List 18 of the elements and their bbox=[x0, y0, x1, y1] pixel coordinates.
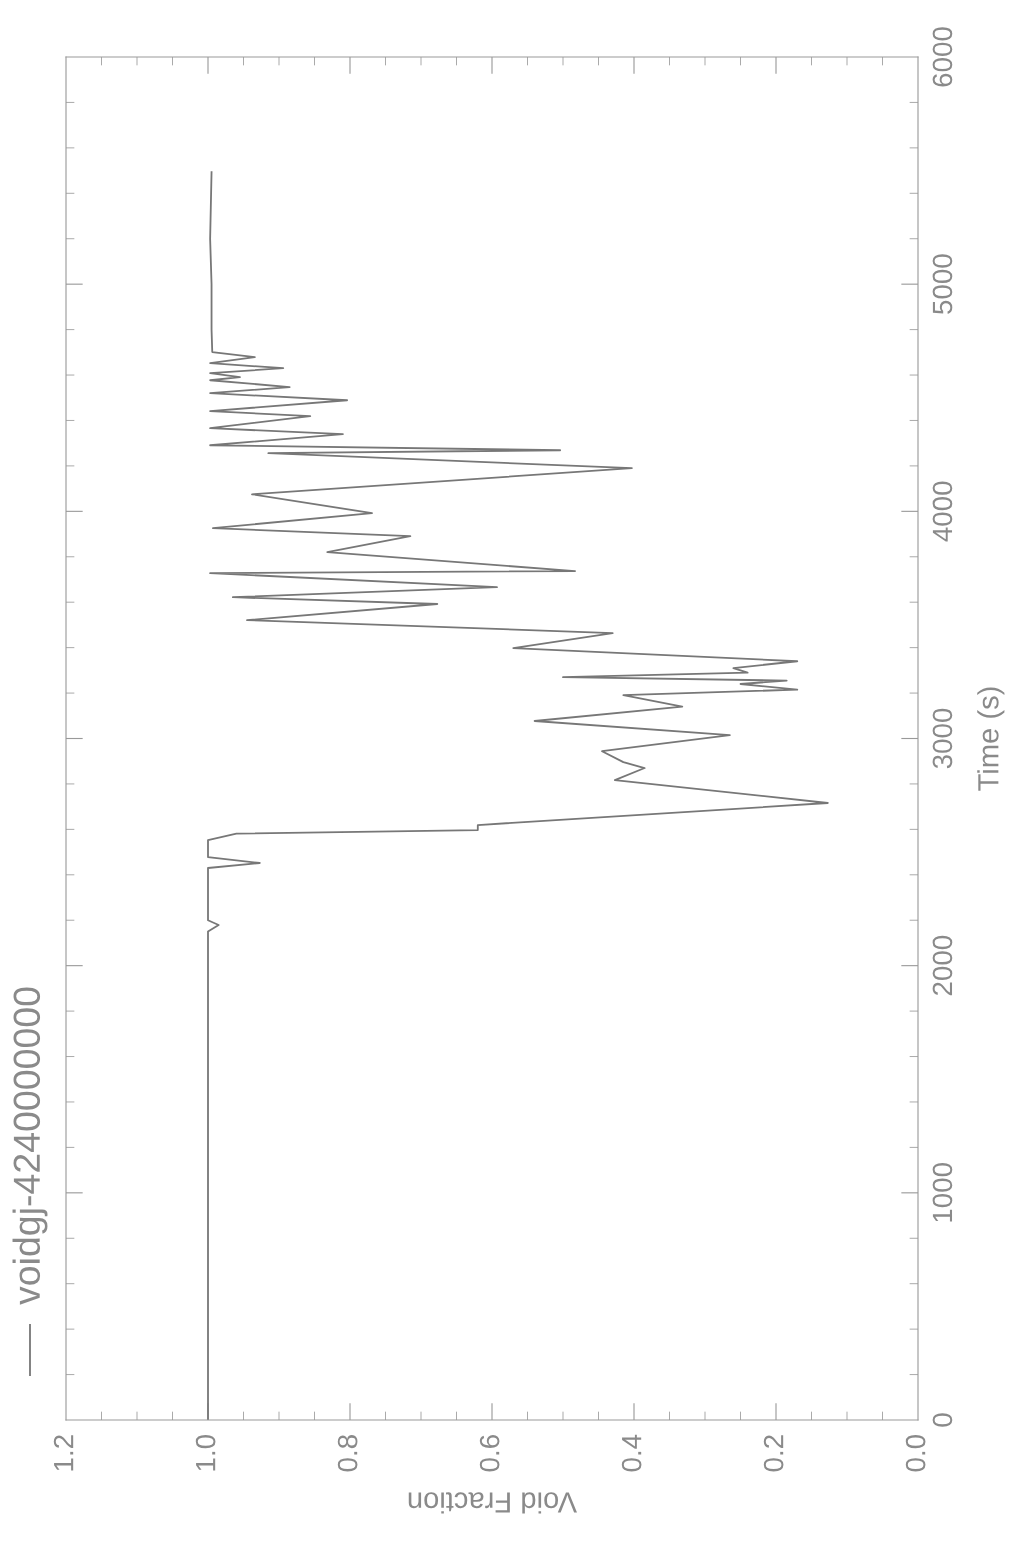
y-tick-label: 1000 bbox=[932, 1163, 953, 1222]
y-tick-label: 6000 bbox=[932, 27, 953, 87]
x-tick-label: 1.2 bbox=[53, 1435, 74, 1471]
x-tick-label: 0.2 bbox=[763, 1435, 784, 1472]
x-tick-label: 0.6 bbox=[479, 1435, 500, 1472]
y-tick-label: 3000 bbox=[932, 708, 953, 769]
y-tick-label: 2000 bbox=[932, 935, 953, 996]
line-series bbox=[207, 171, 829, 1420]
x-axis-title: Void Fraction bbox=[408, 1492, 577, 1514]
text: voidgj-4240000000 bbox=[12, 987, 48, 1305]
x-tick-label: 0.8 bbox=[337, 1435, 358, 1472]
x-tick-label: 1.0 bbox=[195, 1434, 216, 1471]
x-tick-label: 0.0 bbox=[905, 1434, 926, 1472]
y-tick-label: 0 bbox=[932, 1413, 953, 1427]
y-tick-label: 4000 bbox=[932, 481, 953, 542]
x-tick-label: 0.4 bbox=[621, 1434, 642, 1472]
y-tick-label: 5000 bbox=[932, 254, 953, 314]
y-axis-title: Time (s) bbox=[977, 687, 1005, 791]
